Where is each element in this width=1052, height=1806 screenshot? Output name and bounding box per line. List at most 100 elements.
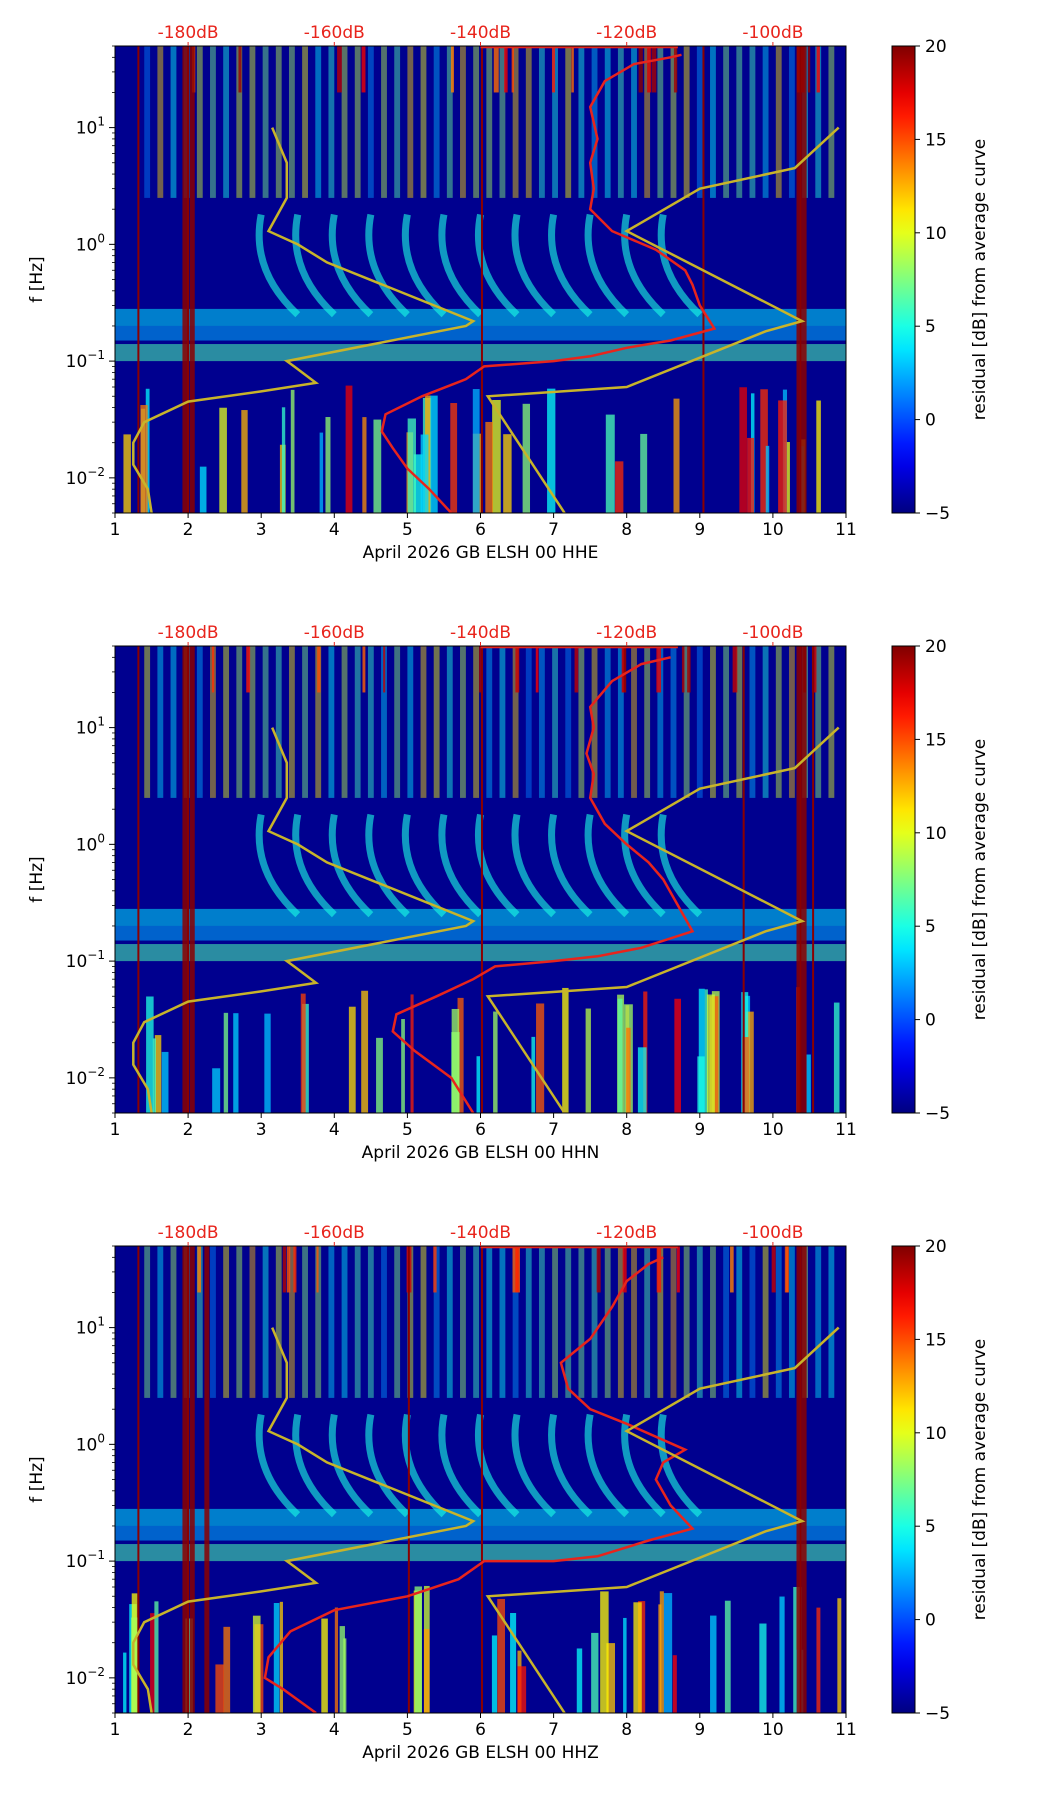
x-tick-label: 1 bbox=[110, 1120, 121, 1140]
x-tick-label: 8 bbox=[621, 1720, 632, 1740]
top-db-tick-label: -160dB bbox=[304, 23, 365, 43]
x-tick-label: 2 bbox=[183, 520, 194, 540]
x-tick-label: 9 bbox=[694, 1120, 705, 1140]
y-tick-label: 10−1 bbox=[66, 348, 105, 372]
x-tick-label: 4 bbox=[329, 1120, 340, 1140]
top-db-tick-label: -140dB bbox=[450, 623, 511, 643]
colorbar-tick-label: −5 bbox=[925, 1704, 950, 1724]
x-tick-label: 4 bbox=[329, 520, 340, 540]
y-axis-label: f [Hz] bbox=[27, 256, 47, 302]
top-db-tick-label: -180dB bbox=[158, 1223, 219, 1243]
low-noise-model-line bbox=[132, 1327, 476, 1713]
y-axis-label: f [Hz] bbox=[27, 1456, 47, 1502]
x-axis-label: April 2026 GB ELSH 00 HHZ bbox=[362, 1743, 599, 1763]
colorbar-tick-label: 0 bbox=[925, 1011, 936, 1031]
top-db-tick-label: -100dB bbox=[742, 623, 803, 643]
high-noise-model-line bbox=[485, 726, 840, 1113]
x-tick-label: 11 bbox=[835, 1720, 857, 1740]
top-db-tick-label: -100dB bbox=[742, 1223, 803, 1243]
spectrogram-panel-hhe: 1 2 3 4 5 6 7 8 9 10 11 April 2026 GB ELSH 00 HHE 10… bbox=[0, 0, 1052, 600]
x-tick-label: 2 bbox=[183, 1120, 194, 1140]
top-db-tick-label: -120dB bbox=[596, 623, 657, 643]
top-db-tick-label: -140dB bbox=[450, 1223, 511, 1243]
top-db-tick-label: -100dB bbox=[742, 23, 803, 43]
colorbar-tick-label: 20 bbox=[925, 637, 947, 657]
spectrogram-panel-hhn: 1 2 3 4 5 6 7 8 9 10 11 April 2026 GB ELSH 00 HHN 10… bbox=[0, 600, 1052, 1200]
x-tick-label: 9 bbox=[694, 1720, 705, 1740]
colorbar-tick-label: 10 bbox=[925, 1424, 947, 1444]
y-tick-label: 100 bbox=[76, 231, 105, 255]
x-tick-label: 10 bbox=[762, 520, 784, 540]
spectrogram-texture bbox=[115, 646, 846, 1113]
x-tick-label: 1 bbox=[110, 520, 121, 540]
y-tick-label: 10−2 bbox=[66, 1065, 105, 1089]
colorbar-label: residual [dB] from average curve bbox=[970, 139, 990, 420]
x-tick-label: 11 bbox=[835, 1120, 857, 1140]
low-noise-model-line bbox=[132, 727, 476, 1113]
colorbar-tick-label: −5 bbox=[925, 1104, 950, 1124]
colorbar-label: residual [dB] from average curve bbox=[970, 1339, 990, 1620]
top-db-tick-label: -120dB bbox=[596, 23, 657, 43]
y-tick-label: 100 bbox=[76, 831, 105, 855]
top-db-tick-label: -120dB bbox=[596, 1223, 657, 1243]
colorbar-tick-label: 15 bbox=[925, 1330, 947, 1350]
spectrogram-chart-hhe: 1 2 3 4 5 6 7 8 9 10 11 April 2026 GB ELSH 00 HHE 10… bbox=[27, 23, 990, 563]
x-tick-label: 5 bbox=[402, 1720, 413, 1740]
y-tick-label: 10−1 bbox=[66, 1548, 105, 1572]
x-tick-label: 6 bbox=[475, 520, 486, 540]
spectrogram-chart-hhz: 1 2 3 4 5 6 7 8 9 10 11 April 2026 GB ELSH 00 HHZ 10… bbox=[27, 1223, 990, 1763]
colorbar bbox=[891, 45, 916, 514]
colorbar-tick-label: 0 bbox=[925, 1611, 936, 1631]
y-tick-label: 101 bbox=[76, 1315, 105, 1339]
spectrogram-chart-hhn: 1 2 3 4 5 6 7 8 9 10 11 April 2026 GB ELSH 00 HHN 10… bbox=[27, 623, 990, 1163]
low-noise-model-line bbox=[132, 127, 476, 513]
colorbar-tick-label: −5 bbox=[925, 504, 950, 524]
x-tick-label: 3 bbox=[256, 1120, 267, 1140]
high-noise-model-line bbox=[485, 1326, 840, 1713]
x-tick-label: 10 bbox=[762, 1120, 784, 1140]
x-tick-label: 7 bbox=[548, 1120, 559, 1140]
y-tick-label: 101 bbox=[76, 115, 105, 139]
x-tick-label: 3 bbox=[256, 1720, 267, 1740]
x-tick-label: 3 bbox=[256, 520, 267, 540]
x-tick-label: 6 bbox=[475, 1120, 486, 1140]
spectrogram-texture bbox=[115, 46, 846, 513]
mean-psd-curve bbox=[391, 656, 695, 1113]
spectrogram-background bbox=[115, 1246, 846, 1713]
x-tick-label: 10 bbox=[762, 1720, 784, 1740]
colorbar-tick-label: 15 bbox=[925, 130, 947, 150]
top-db-tick-label: -140dB bbox=[450, 23, 511, 43]
x-axis-label: April 2026 GB ELSH 00 HHE bbox=[363, 543, 599, 563]
x-tick-label: 11 bbox=[835, 520, 857, 540]
colorbar-tick-label: 5 bbox=[925, 1517, 936, 1537]
top-db-tick-label: -180dB bbox=[158, 623, 219, 643]
x-tick-label: 2 bbox=[183, 1720, 194, 1740]
colorbar-tick-label: 20 bbox=[925, 37, 947, 57]
top-db-tick-label: -180dB bbox=[158, 23, 219, 43]
x-tick-label: 5 bbox=[402, 520, 413, 540]
colorbar-tick-label: 10 bbox=[925, 224, 947, 244]
x-tick-label: 7 bbox=[548, 520, 559, 540]
colorbar-tick-label: 10 bbox=[925, 824, 947, 844]
y-tick-label: 10−2 bbox=[66, 465, 105, 489]
colorbar bbox=[891, 645, 916, 1114]
x-tick-label: 8 bbox=[621, 520, 632, 540]
y-tick-label: 100 bbox=[76, 1431, 105, 1455]
y-tick-label: 101 bbox=[76, 715, 105, 739]
x-tick-label: 6 bbox=[475, 1720, 486, 1740]
colorbar bbox=[891, 1245, 916, 1714]
top-db-tick-label: -160dB bbox=[304, 1223, 365, 1243]
spectrogram-texture bbox=[115, 1246, 846, 1713]
x-tick-label: 5 bbox=[402, 1120, 413, 1140]
colorbar-tick-label: 5 bbox=[925, 317, 936, 337]
y-tick-label: 10−1 bbox=[66, 948, 105, 972]
x-tick-label: 4 bbox=[329, 1720, 340, 1740]
x-tick-label: 8 bbox=[621, 1120, 632, 1140]
y-tick-label: 10−2 bbox=[66, 1665, 105, 1689]
colorbar-tick-label: 0 bbox=[925, 411, 936, 431]
x-axis-label: April 2026 GB ELSH 00 HHN bbox=[362, 1143, 600, 1163]
x-tick-label: 9 bbox=[694, 520, 705, 540]
mean-psd-curve bbox=[380, 53, 717, 513]
colorbar-label: residual [dB] from average curve bbox=[970, 739, 990, 1020]
top-db-tick-label: -160dB bbox=[304, 623, 365, 643]
